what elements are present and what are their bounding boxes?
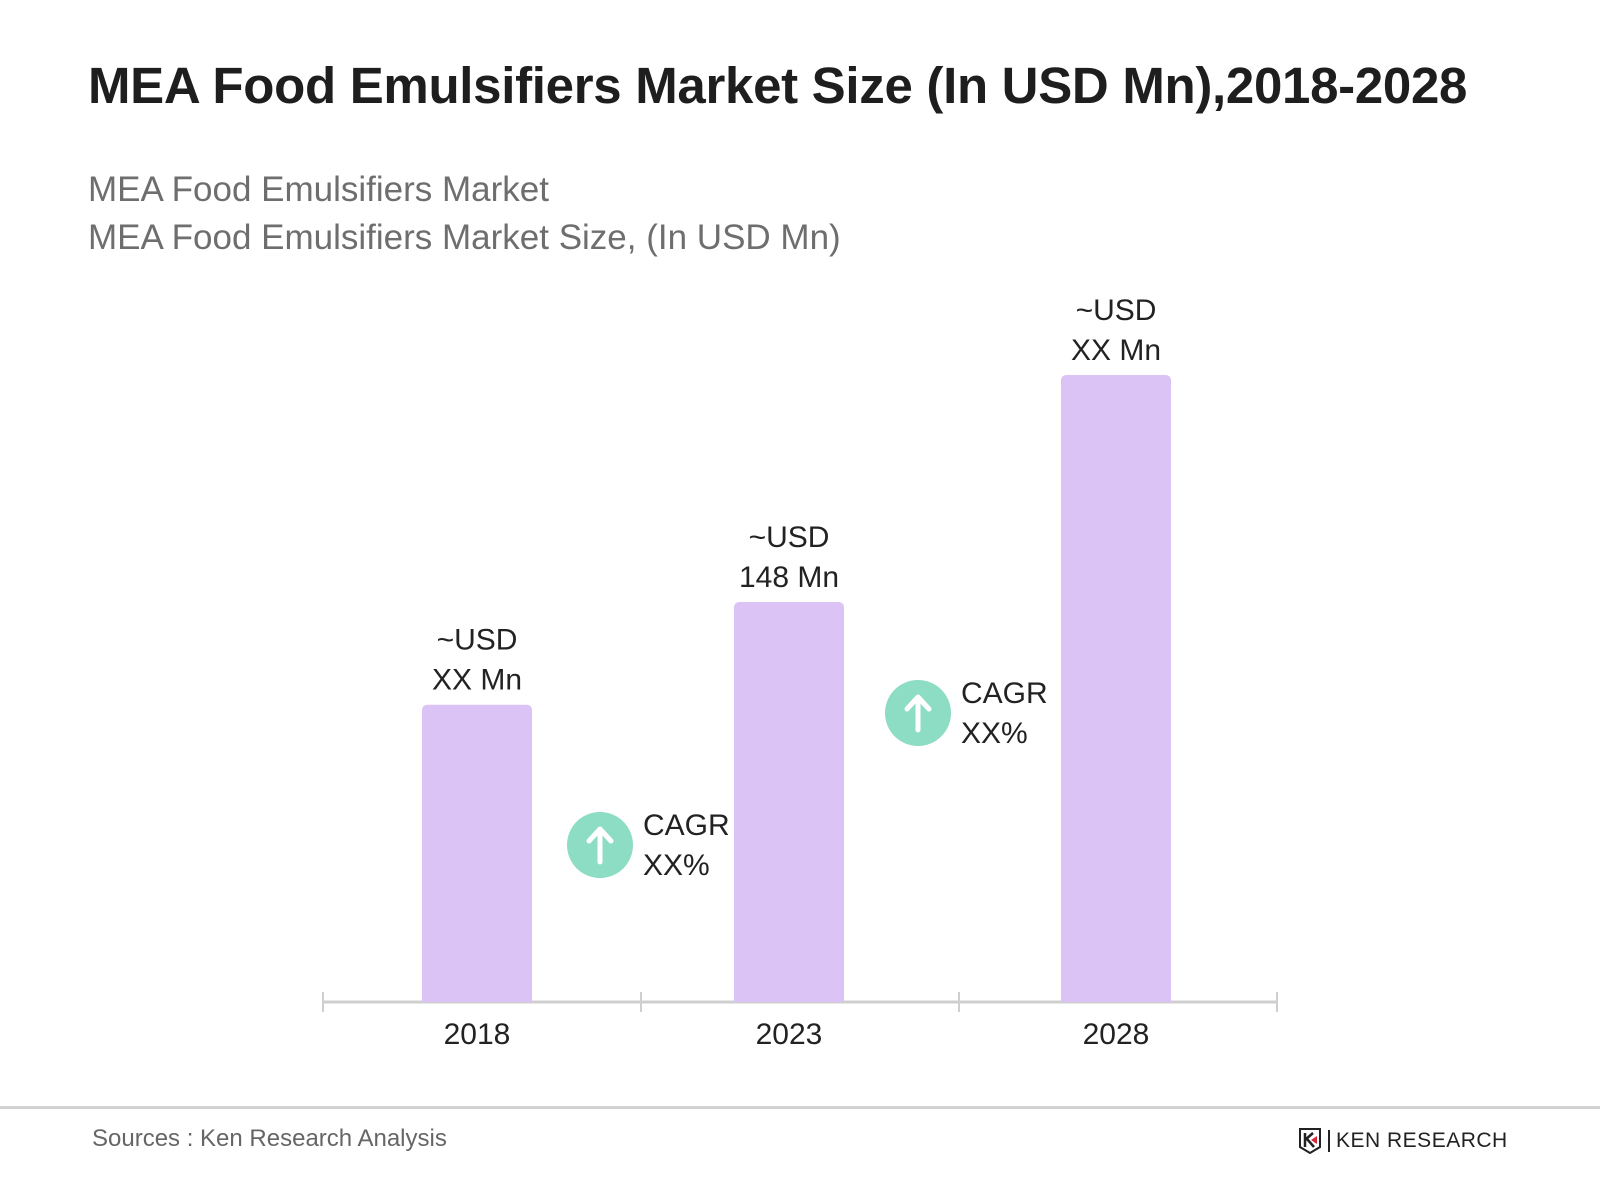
ken-logo-icon	[1299, 1128, 1321, 1154]
cagr-label: CAGR	[961, 677, 1048, 710]
bar-2023	[734, 602, 844, 1002]
footer-divider	[0, 1106, 1600, 1109]
logo-text: KEN RESEARCH	[1336, 1129, 1508, 1152]
cagr-value: XX%	[961, 717, 1028, 750]
bar-2018	[422, 704, 532, 1002]
arrow-up-icon	[904, 694, 932, 733]
cagr-value: XX%	[643, 849, 710, 882]
logo-separator	[1328, 1130, 1330, 1152]
arrow-up-icon	[586, 826, 614, 865]
x-tick-label-2018: 2018	[444, 1018, 511, 1051]
data-label-2028-line2: XX Mn	[1071, 334, 1161, 367]
bar-chart: ~USD XX Mn 2018 ~USD 148 Mn 2023 ~USD XX Mn 2028…	[322, 294, 1278, 1051]
x-tick-label-2023: 2023	[756, 1018, 823, 1051]
sources-note: Sources : Ken Research Analysis	[92, 1125, 447, 1152]
data-label-2018-line1: ~USD	[437, 624, 518, 657]
cagr-label: CAGR	[643, 809, 730, 842]
x-tick-label-2028: 2028	[1083, 1018, 1150, 1051]
chart-subtitle-1: MEA Food Emulsifiers Market	[88, 170, 549, 209]
chart-subtitle-2: MEA Food Emulsifiers Market Size, (In US…	[88, 218, 841, 257]
data-label-2023-line1: ~USD	[749, 521, 830, 554]
ken-research-logo: KEN RESEARCH	[1298, 1128, 1508, 1154]
data-label-2018-line2: XX Mn	[432, 664, 522, 697]
data-label-2023-line2: 148 Mn	[739, 561, 839, 594]
data-label-2028-line1: ~USD	[1076, 294, 1157, 327]
chart-title: MEA Food Emulsifiers Market Size (In USD…	[88, 57, 1468, 114]
bar-2028	[1061, 374, 1171, 1002]
